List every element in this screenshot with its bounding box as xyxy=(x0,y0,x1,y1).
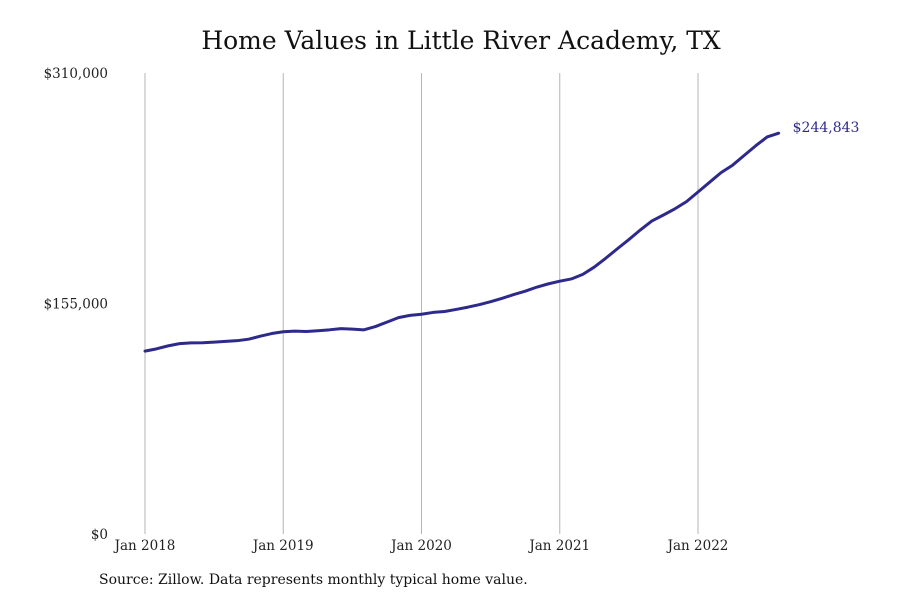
source-note: Source: Zillow. Data represents monthly … xyxy=(99,572,528,588)
x-tick-label: Jan 2020 xyxy=(389,538,452,554)
end-value-label: $244,843 xyxy=(793,120,860,136)
y-tick-label: $155,000 xyxy=(44,297,108,313)
x-tick-label: Jan 2021 xyxy=(527,538,590,554)
x-axis-ticks: Jan 2018 Jan 2019 Jan 2020 Jan 2021 Jan 2022 xyxy=(113,538,729,554)
grid-layer xyxy=(144,73,699,534)
x-tick-label: Jan 2019 xyxy=(251,538,314,554)
y-tick-label: $310,000 xyxy=(44,66,108,82)
x-tick-label: Jan 2018 xyxy=(113,538,176,554)
chart-title: Home Values in Little River Academy, TX xyxy=(201,26,721,55)
y-tick-label: $0 xyxy=(91,527,108,543)
series-layer: $244,843 xyxy=(143,120,860,353)
series-line xyxy=(143,131,781,353)
y-axis-ticks: $0 $155,000 $310,000 xyxy=(44,66,108,543)
x-tick-label: Jan 2022 xyxy=(666,538,729,554)
